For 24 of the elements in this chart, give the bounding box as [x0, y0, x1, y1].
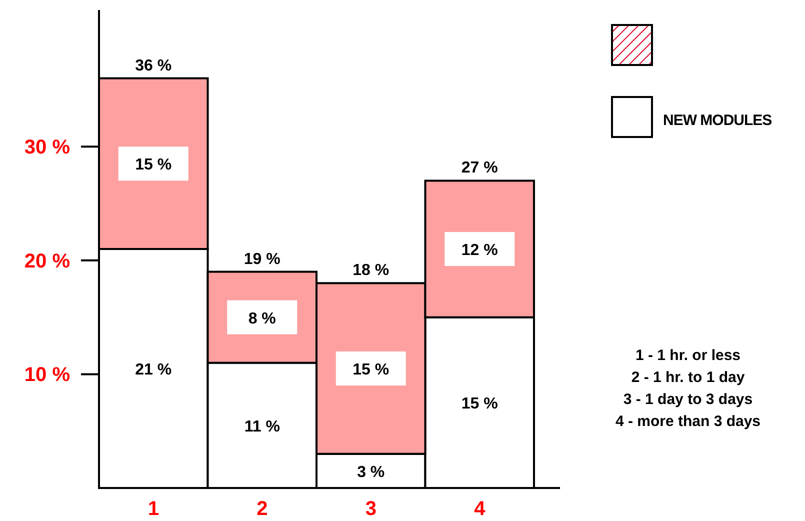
total-label: 18 % [352, 262, 390, 280]
y-tick-label: 20 % [24, 250, 70, 272]
data-label: 15 % [461, 396, 498, 413]
text: 2 - 1 hr. to 1 day [631, 369, 746, 386]
data-label: 15 % [352, 362, 390, 378]
total-label: 36 % [135, 57, 172, 74]
data-label: 12 % [461, 242, 498, 259]
text: 1 - 1 hr. or less [635, 347, 741, 364]
text: NEW MODULES [663, 112, 772, 129]
y-tick-label: 10 % [24, 364, 70, 386]
total-label: 27 % [461, 160, 498, 177]
data-label: 3 % [357, 464, 385, 481]
y-tick-label: 30 % [24, 136, 70, 159]
text: 3 - 1 day to 3 days [623, 391, 753, 408]
data-label: 8 % [248, 310, 276, 328]
x-tick-label: 2 [256, 498, 268, 520]
text: 4 - more than 3 days [615, 413, 761, 430]
total-label: 19 % [244, 250, 280, 268]
data-label: 15 % [135, 156, 172, 174]
x-tick-label: 3 [365, 498, 376, 520]
x-tick-label: 4 [474, 498, 486, 520]
x-tick-label: 1 [148, 498, 159, 520]
data-label: 11 % [244, 418, 280, 436]
data-label: 21 % [135, 362, 172, 378]
